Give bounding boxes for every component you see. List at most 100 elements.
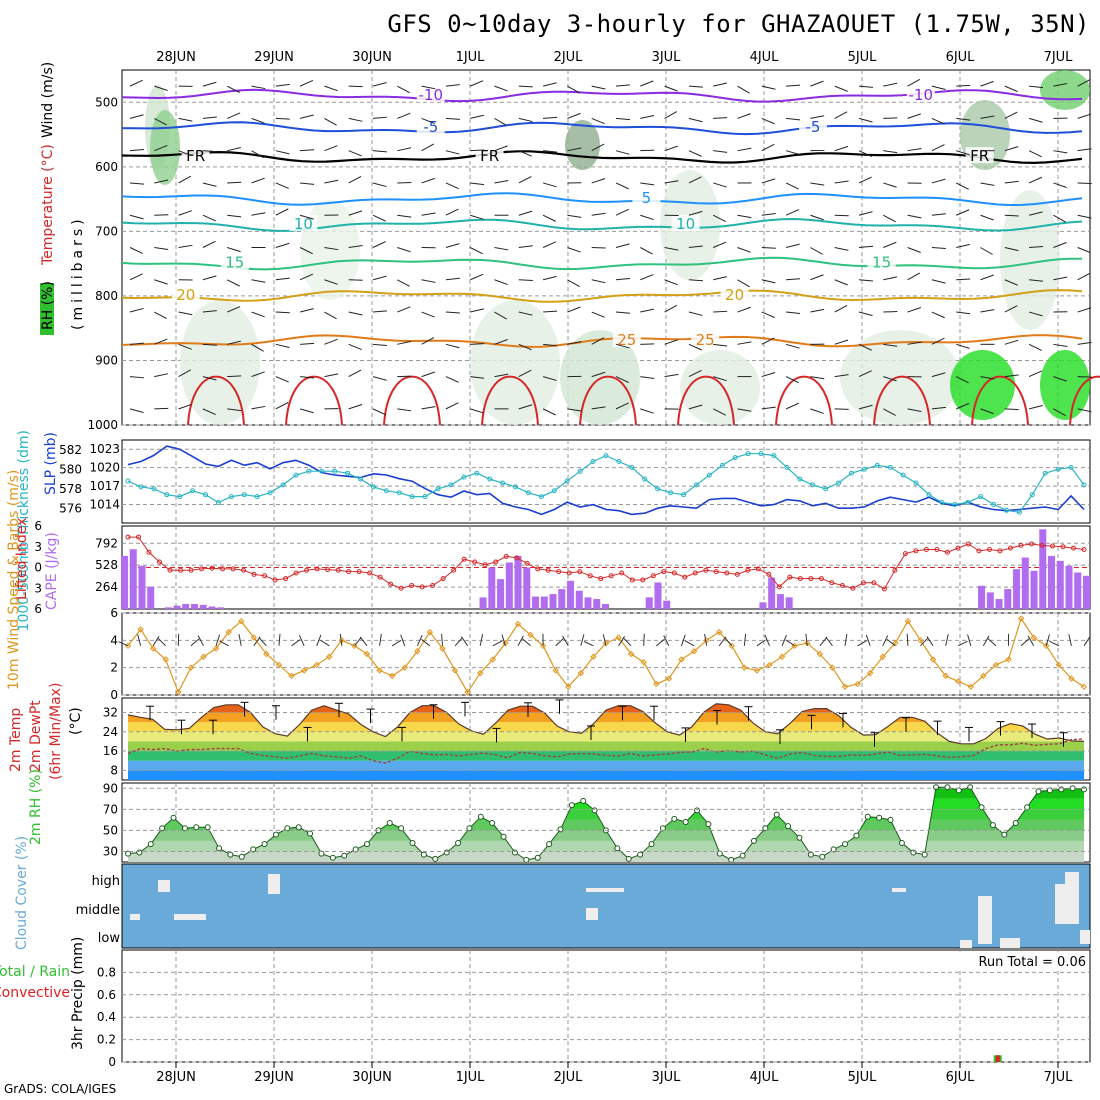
wind-barb <box>542 241 557 248</box>
wind-barb-10m <box>416 635 423 647</box>
rh-point <box>694 807 701 814</box>
precip-tick-label: 0 <box>108 1055 116 1069</box>
cloud-patch <box>158 880 170 892</box>
wind-barb <box>324 117 337 126</box>
cape-bar <box>540 596 548 609</box>
li-point <box>440 576 446 582</box>
wind-point <box>225 628 232 636</box>
wind-barb <box>785 243 800 248</box>
thickness-point <box>1003 507 1009 513</box>
wind-barb <box>883 376 897 382</box>
wind-barb <box>542 182 557 188</box>
li-point <box>1039 542 1045 548</box>
wind-barb-10m <box>857 640 867 647</box>
wind-barb-10m <box>623 637 632 647</box>
wind-barb-10m <box>379 633 382 646</box>
li-point <box>472 559 478 565</box>
wind-barb <box>227 375 242 378</box>
isotherm-label: 20 <box>725 286 744 304</box>
wind-barb <box>591 143 605 152</box>
rh-point <box>637 851 644 858</box>
cloud-level-label: middle <box>76 903 120 918</box>
wind-barb <box>688 85 703 88</box>
temp-color-band <box>128 760 1084 771</box>
rh-point <box>614 845 621 852</box>
ylabel-temp-c: (6hr Min/Max) <box>48 683 64 780</box>
rh-point <box>773 811 780 818</box>
rh-point <box>705 821 712 828</box>
wind-point <box>187 664 195 671</box>
wind-barb <box>810 408 824 414</box>
wind-barb <box>202 343 217 346</box>
wind-point <box>980 672 987 680</box>
wind-barb <box>421 371 436 378</box>
wind-barb <box>834 111 848 119</box>
wind-point <box>955 678 962 685</box>
li-point <box>209 565 215 571</box>
wind-barb <box>445 208 459 216</box>
li-point <box>346 569 352 575</box>
rh-point <box>671 815 678 822</box>
thickness-point <box>164 492 170 498</box>
li-point <box>608 573 614 579</box>
wind-barb <box>470 376 485 379</box>
precip-tick-label: 0.4 <box>97 1010 116 1024</box>
wind-barb <box>397 306 411 313</box>
wind-barb <box>372 241 386 248</box>
wind-barb <box>178 311 193 316</box>
wind-barb-10m <box>137 634 142 646</box>
wind-point <box>313 661 320 669</box>
wind-barb-10m <box>886 638 896 647</box>
rh-point <box>511 849 518 856</box>
wind-barb <box>202 275 217 281</box>
temp-color-band <box>128 751 1084 761</box>
wind-point <box>363 650 371 658</box>
wind-point <box>149 645 157 652</box>
rh-point <box>455 840 462 847</box>
wind-barb <box>688 176 702 184</box>
li-point <box>230 566 236 572</box>
wind-barb <box>640 376 655 380</box>
wind-barb <box>834 145 849 152</box>
wind-point <box>552 667 559 674</box>
wind-barb <box>397 147 412 152</box>
wind-barb <box>1004 408 1019 411</box>
rh-shading <box>1040 70 1090 110</box>
wind-barb <box>445 343 460 349</box>
wind-point <box>275 661 283 669</box>
date-label-bottom: 6JUL <box>946 1070 976 1085</box>
cape-bar <box>1039 529 1047 609</box>
li-point <box>850 585 856 591</box>
isotherm-label-bg <box>171 285 200 302</box>
wind-barb <box>688 343 702 351</box>
wind-barb <box>202 150 217 153</box>
wind-barb <box>785 376 799 384</box>
wind-barb <box>907 307 922 313</box>
li-tick-label: 3 <box>34 581 42 595</box>
wind-barb <box>956 209 970 216</box>
wind-barb-10m <box>684 640 695 647</box>
wind-barb <box>275 117 290 120</box>
wind-barb <box>299 408 314 414</box>
wind-barb <box>591 406 606 410</box>
rh-shading <box>180 300 260 425</box>
wind-barb <box>785 209 800 216</box>
wind-barb <box>713 82 727 87</box>
thickness-point <box>991 501 997 507</box>
wind-barb <box>1029 279 1044 282</box>
wind-barb <box>1029 246 1044 248</box>
wind-barb <box>1053 82 1068 87</box>
wind-barb <box>834 374 849 378</box>
wind-barb <box>1004 111 1018 119</box>
rh-point <box>534 854 541 861</box>
wind-point <box>451 667 459 674</box>
slp-tick-label: 1014 <box>89 498 120 512</box>
wind-barb <box>1028 117 1043 123</box>
wind-barb <box>543 116 558 119</box>
thickness-point <box>215 499 221 505</box>
wind-barb <box>299 79 314 87</box>
wind-barb <box>664 339 679 345</box>
wind-barb <box>421 212 436 216</box>
wind-barb <box>664 304 678 313</box>
cape-bar <box>785 597 793 609</box>
